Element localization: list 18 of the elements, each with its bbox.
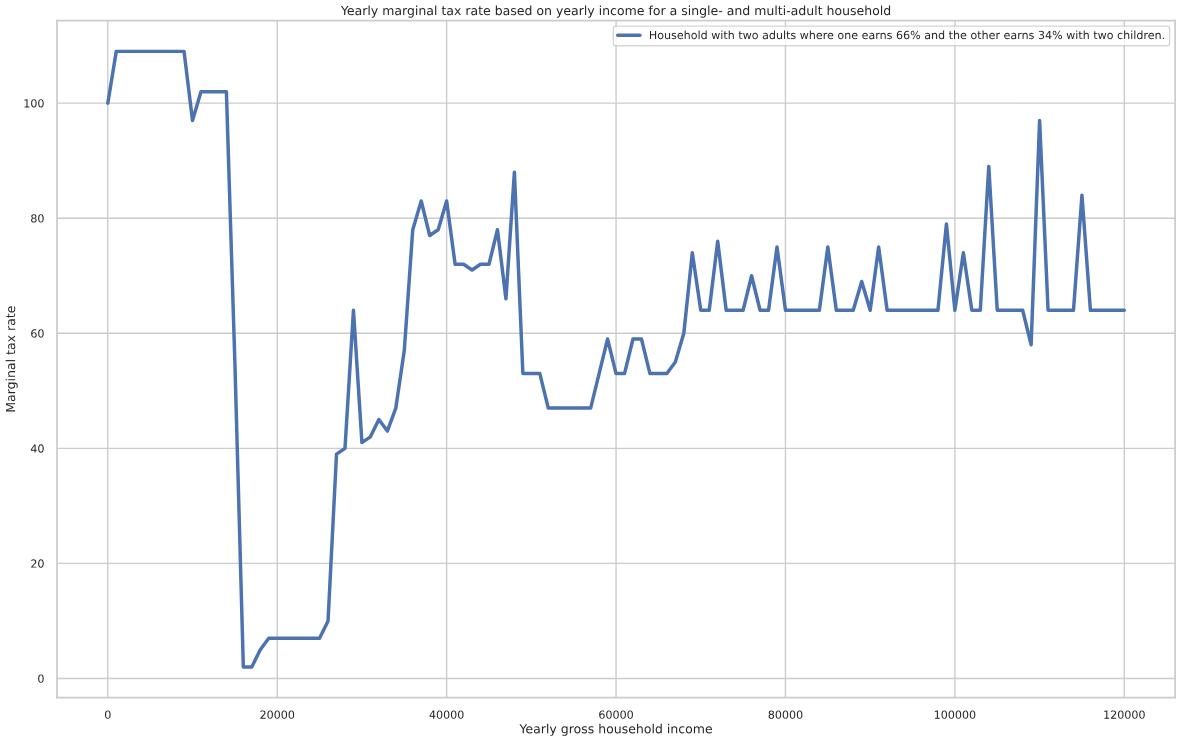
chart-title: Yearly marginal tax rate based on yearly income for a single- and multi-adult household — [340, 5, 891, 18]
x-tick-label: 100000 — [934, 710, 976, 719]
y-tick-label: 100 — [24, 99, 44, 108]
legend-label: Household with two adults where one earns 66% and the other earns 34% with two children. — [649, 30, 1164, 40]
x-tick-label: 120000 — [1104, 710, 1145, 719]
y-tick-label: 0 — [38, 674, 44, 683]
x-axis-title: Yearly gross household income — [519, 723, 712, 736]
y-tick-label: 20 — [31, 559, 44, 568]
x-tick-label: 60000 — [599, 710, 633, 719]
y-axis-title: Marginal tax rate — [5, 306, 18, 412]
x-tick-label: 40000 — [429, 710, 464, 719]
x-tick-label: 80000 — [768, 710, 803, 719]
y-tick-label: 40 — [30, 444, 44, 453]
line-series — [106, 49, 1127, 669]
y-tick-label: 60 — [31, 329, 44, 338]
x-tick-label: 20000 — [260, 710, 295, 719]
y-tick-label: 80 — [31, 214, 44, 223]
x-tick-label: 0 — [105, 710, 111, 719]
